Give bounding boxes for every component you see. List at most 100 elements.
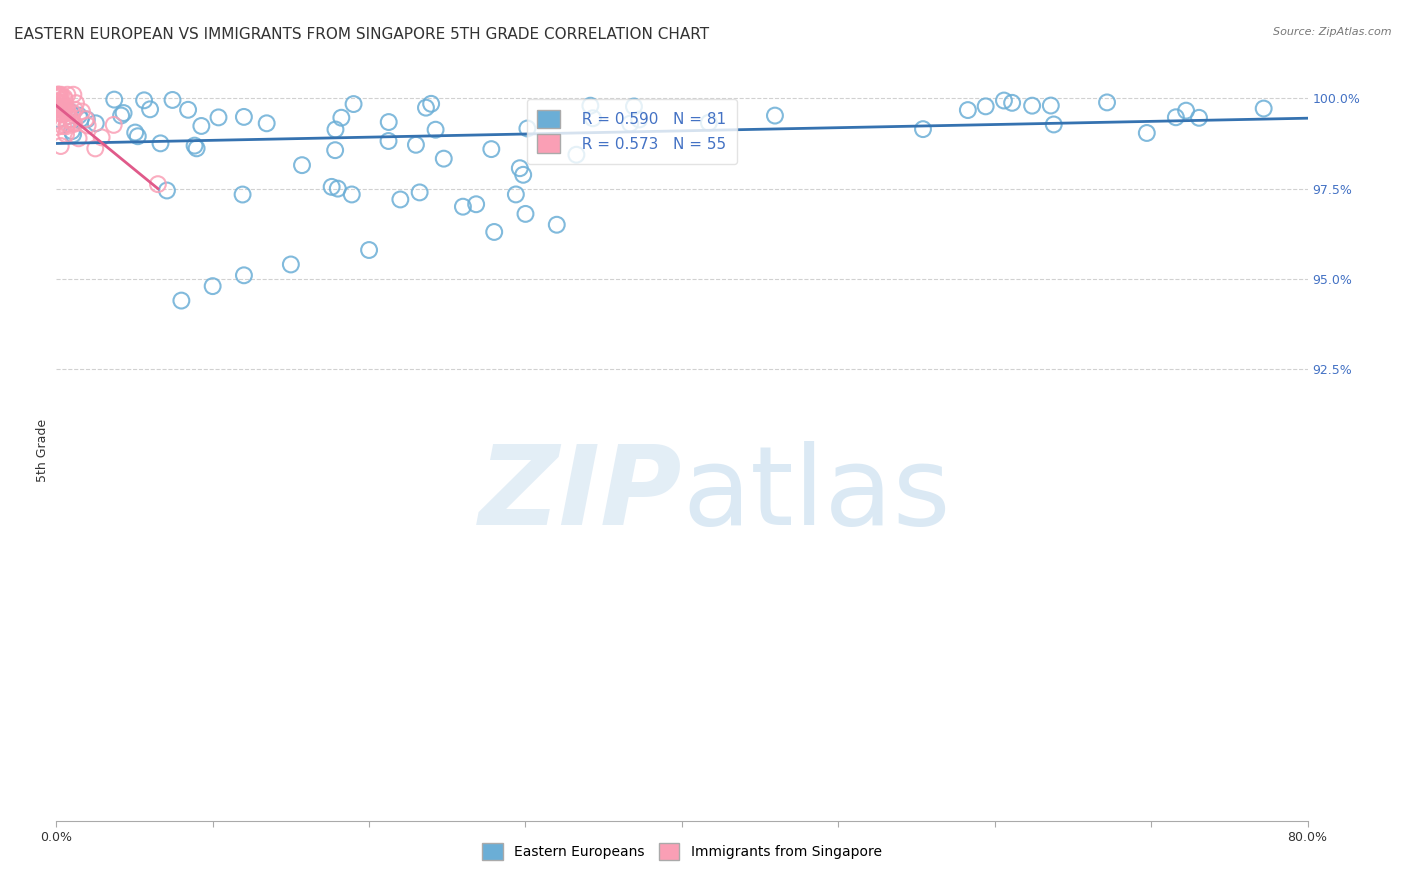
Point xyxy=(993,94,1015,108)
Point xyxy=(48,88,70,103)
Point xyxy=(58,117,80,131)
Point xyxy=(46,113,69,128)
Point xyxy=(52,102,75,116)
Legend: Eastern Europeans, Immigrants from Singapore: Eastern Europeans, Immigrants from Singa… xyxy=(477,838,887,865)
Point xyxy=(619,117,641,131)
Point xyxy=(60,116,83,130)
Point xyxy=(207,111,229,125)
Point xyxy=(233,268,256,283)
Point xyxy=(697,116,720,130)
Point xyxy=(405,137,427,152)
Point xyxy=(162,93,184,107)
Point xyxy=(49,139,72,153)
Point xyxy=(53,98,76,112)
Point xyxy=(325,122,347,136)
Point xyxy=(291,158,314,172)
Point xyxy=(330,111,353,125)
Point xyxy=(112,106,135,120)
Point xyxy=(377,115,399,129)
Point xyxy=(56,117,79,131)
Point xyxy=(46,95,69,109)
Point xyxy=(48,102,70,116)
Point xyxy=(65,96,87,111)
Point xyxy=(90,130,112,145)
Point xyxy=(974,99,997,113)
Point xyxy=(1136,126,1159,140)
Point xyxy=(1164,110,1187,124)
Point xyxy=(84,141,107,155)
Point xyxy=(420,96,443,111)
Point xyxy=(63,117,86,131)
Point xyxy=(515,207,537,221)
Point xyxy=(465,197,488,211)
Text: ZIP: ZIP xyxy=(478,442,682,549)
Text: atlas: atlas xyxy=(682,442,950,549)
Point xyxy=(280,257,302,271)
Point xyxy=(53,104,76,119)
Point xyxy=(1175,103,1198,118)
Point xyxy=(84,116,107,130)
Point xyxy=(1001,95,1024,110)
Point xyxy=(52,107,75,121)
Point xyxy=(1042,118,1064,132)
Point xyxy=(132,93,155,107)
Point xyxy=(56,87,79,102)
Point xyxy=(48,102,70,116)
Point xyxy=(52,100,75,114)
Point xyxy=(628,112,651,127)
Point xyxy=(201,279,224,293)
Point xyxy=(51,107,73,121)
Point xyxy=(62,87,84,102)
Point xyxy=(146,177,169,191)
Point xyxy=(46,91,69,105)
Point xyxy=(48,102,70,116)
Point xyxy=(1039,98,1062,112)
Point xyxy=(1253,102,1275,116)
Point xyxy=(51,102,73,116)
Point xyxy=(46,94,69,108)
Point xyxy=(46,87,69,102)
Point xyxy=(46,99,69,113)
Point xyxy=(565,147,588,161)
Point xyxy=(190,119,212,133)
Point xyxy=(377,134,399,148)
Point xyxy=(342,97,364,112)
Point xyxy=(48,100,70,114)
Point xyxy=(49,100,72,114)
Point xyxy=(256,116,278,130)
Point xyxy=(48,112,70,127)
Point xyxy=(408,186,430,200)
Point xyxy=(183,138,205,153)
Point xyxy=(46,95,69,110)
Point xyxy=(51,101,73,115)
Point xyxy=(46,87,69,102)
Point xyxy=(326,181,349,195)
Point xyxy=(60,124,83,138)
Point xyxy=(763,109,786,123)
Point xyxy=(516,121,538,136)
Point xyxy=(479,142,502,156)
Point xyxy=(321,179,343,194)
Point xyxy=(623,99,645,113)
Point xyxy=(1095,95,1118,110)
Point xyxy=(124,126,146,140)
Point xyxy=(53,90,76,104)
Point xyxy=(139,103,162,117)
Point xyxy=(484,225,506,239)
Point xyxy=(505,187,527,202)
Point xyxy=(127,129,149,144)
Point xyxy=(55,120,77,134)
Point xyxy=(186,141,208,155)
Point xyxy=(425,122,447,136)
Point xyxy=(911,122,934,136)
Point xyxy=(509,161,531,176)
Point xyxy=(1021,98,1043,112)
Point xyxy=(323,143,346,157)
Point xyxy=(451,200,474,214)
Point xyxy=(340,187,363,202)
Point xyxy=(76,112,98,127)
Point xyxy=(52,119,75,133)
Point xyxy=(232,187,254,202)
Point xyxy=(156,184,179,198)
Point xyxy=(60,112,83,127)
